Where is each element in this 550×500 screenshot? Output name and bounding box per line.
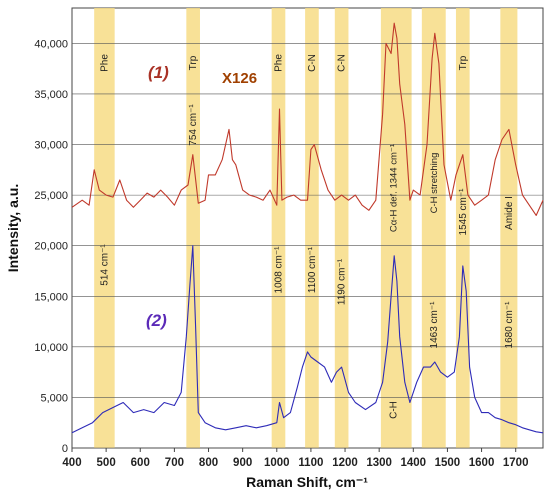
band-3 <box>305 8 319 448</box>
x-axis-label: Raman Shift, cm⁻¹ <box>246 474 368 490</box>
band-0 <box>94 8 115 448</box>
band-extra-ch-low: C-H <box>389 401 400 419</box>
band-label-0: 514 cm⁻¹ <box>99 244 110 286</box>
x-tick-label-5: 900 <box>233 457 252 469</box>
band-top-label-7: Trp <box>458 55 469 70</box>
band-top-label-1: Trp <box>188 55 199 70</box>
band-label-1: 754 cm⁻¹ <box>188 104 199 146</box>
x-tick-label-4: 800 <box>199 457 218 469</box>
annotation-magnification: X126 <box>222 70 257 87</box>
x-tick-label-0: 400 <box>62 457 81 469</box>
x-tick-label-6: 1000 <box>264 457 290 469</box>
y-tick-label-7: 35,000 <box>34 89 68 101</box>
y-tick-label-6: 30,000 <box>34 140 68 152</box>
x-tick-label-8: 1200 <box>332 457 358 469</box>
x-tick-label-9: 1300 <box>366 457 392 469</box>
series-line-1 <box>71 22 544 216</box>
band-top-label-2: Phe <box>273 54 284 72</box>
annotation-curve1: (1) <box>148 63 169 82</box>
band-top-label-0: Phe <box>99 54 110 72</box>
band-label-8: Amide I <box>504 196 515 230</box>
band-label-5: Cα-H def. 1344 cm⁻¹ <box>389 144 400 232</box>
y-tick-label-0: 0 <box>62 443 68 455</box>
band-4 <box>334 8 349 448</box>
x-tick-label-2: 600 <box>131 457 150 469</box>
x-tick-label-13: 1700 <box>503 457 529 469</box>
x-tick-label-11: 1500 <box>435 457 461 469</box>
y-axis-label: Intensity, a.u. <box>5 184 21 272</box>
band-6 <box>421 8 446 448</box>
band-label-7: 1545 cm⁻¹ <box>458 188 469 236</box>
y-tick-label-5: 25,000 <box>34 190 68 202</box>
y-tick-label-3: 15,000 <box>34 291 68 303</box>
band-top-label-3: C-N <box>307 54 318 72</box>
band-5 <box>380 8 412 448</box>
band-label-4: 1190 cm⁻¹ <box>337 258 348 305</box>
band-8 <box>500 8 518 448</box>
band-extra-1680: 1680 cm⁻¹ <box>504 301 515 349</box>
series-line-2 <box>71 245 544 434</box>
band-label-2: 1008 cm⁻¹ <box>273 246 284 294</box>
band-top-label-4: C-N <box>337 54 348 72</box>
annotation-curve2: (2) <box>146 311 167 330</box>
band-extra-1463: 1463 cm⁻¹ <box>429 301 440 349</box>
band-label-3: 1100 cm⁻¹ <box>307 246 318 293</box>
y-tick-label-2: 10,000 <box>34 342 68 354</box>
x-tick-label-7: 1100 <box>298 457 323 469</box>
band-label-6: C-H stretching <box>429 153 440 214</box>
y-tick-label-8: 40,000 <box>34 38 68 50</box>
x-tick-label-1: 500 <box>97 457 116 469</box>
x-tick-label-12: 1600 <box>469 457 495 469</box>
x-tick-label-3: 700 <box>165 457 184 469</box>
x-tick-label-10: 1400 <box>401 457 427 469</box>
y-tick-label-4: 20,000 <box>34 241 68 253</box>
band-1 <box>186 8 200 448</box>
y-tick-label-1: 5,000 <box>40 392 68 404</box>
band-2 <box>271 8 286 448</box>
